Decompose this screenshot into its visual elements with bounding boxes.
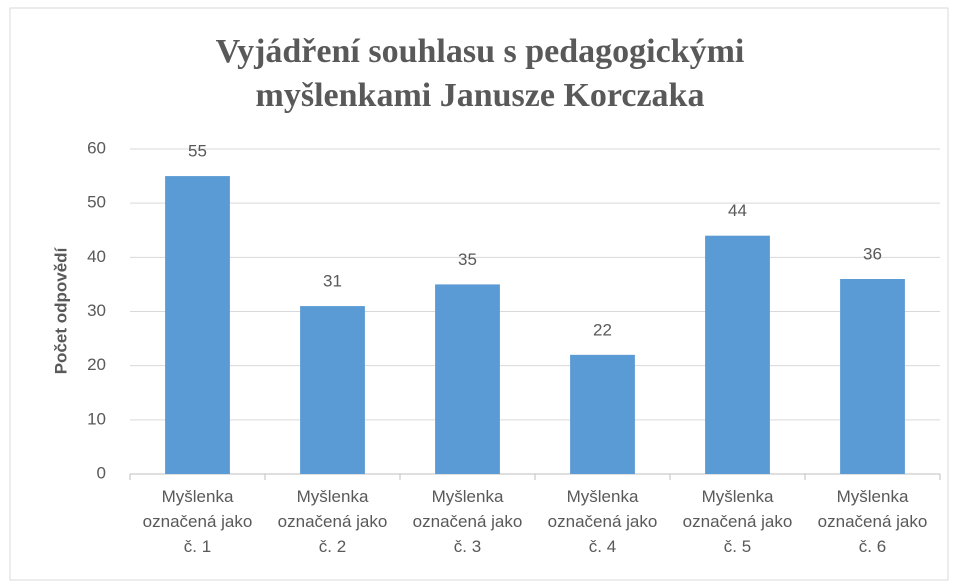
data-label: 35 xyxy=(458,250,477,269)
x-tick-label: Myšlenka označená jako č. 5 xyxy=(682,487,793,556)
data-label: 44 xyxy=(728,201,747,220)
data-label: 31 xyxy=(323,272,342,291)
x-tick-label: Myšlenka označená jako č. 3 xyxy=(412,487,523,556)
x-tick-label: Myšlenka označená jako č. 6 xyxy=(817,487,928,556)
y-tick-label: 60 xyxy=(87,138,106,157)
y-tick-label: 40 xyxy=(87,247,106,266)
x-tick-label: Myšlenka označená jako č. 1 xyxy=(142,487,253,556)
bar xyxy=(165,176,230,475)
y-tick-label: 10 xyxy=(87,409,106,428)
bar xyxy=(705,235,770,474)
x-tick-label: Myšlenka označená jako č. 4 xyxy=(547,487,658,556)
bar xyxy=(300,306,365,474)
y-tick-label: 50 xyxy=(87,193,106,212)
bar xyxy=(435,284,500,474)
y-tick-label: 20 xyxy=(87,355,106,374)
x-tick-label: Myšlenka označená jako č. 2 xyxy=(277,487,388,556)
y-tick-label: 30 xyxy=(87,301,106,320)
y-axis-label: Počet odpovědí xyxy=(51,246,70,374)
data-label: 36 xyxy=(863,244,882,263)
chart-title: Vyjádření souhlasu s pedagogickými myšle… xyxy=(215,33,745,114)
y-tick-label: 0 xyxy=(97,463,106,482)
bar xyxy=(570,354,635,474)
data-label: 55 xyxy=(188,142,207,161)
bar xyxy=(840,279,905,474)
data-label: 22 xyxy=(593,320,612,339)
